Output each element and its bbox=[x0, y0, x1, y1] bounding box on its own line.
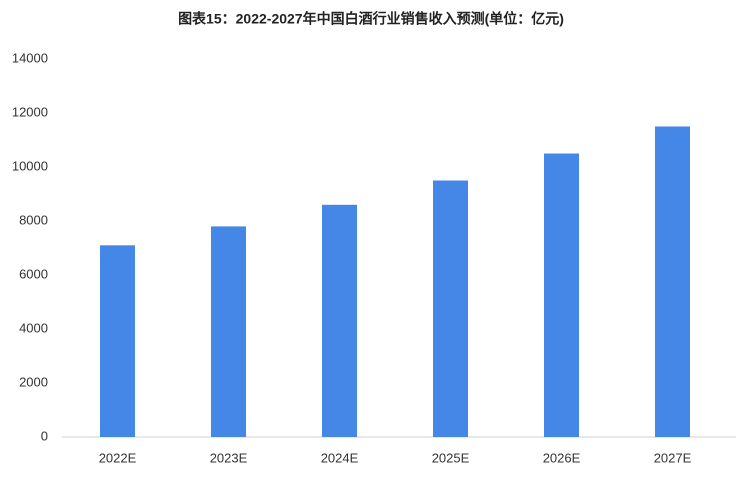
x-tick-label: 2022E bbox=[99, 450, 137, 465]
y-tick-label: 8000 bbox=[19, 212, 48, 227]
bar bbox=[655, 126, 690, 437]
x-tick-label: 2024E bbox=[321, 450, 359, 465]
x-tick-label: 2027E bbox=[654, 450, 692, 465]
y-tick-label: 0 bbox=[41, 428, 48, 443]
bar bbox=[211, 226, 246, 437]
bar bbox=[544, 153, 579, 437]
y-tick-label: 4000 bbox=[19, 320, 48, 335]
y-tick-label: 2000 bbox=[19, 374, 48, 389]
chart-title: 图表15：2022-2027年中国白酒行业销售收入预测(单位：亿元) bbox=[178, 11, 564, 27]
x-tick-label: 2025E bbox=[432, 450, 470, 465]
y-tick-label: 10000 bbox=[12, 158, 48, 173]
bar bbox=[433, 180, 468, 437]
x-tick-label: 2023E bbox=[210, 450, 248, 465]
x-tick-label: 2026E bbox=[543, 450, 581, 465]
bar bbox=[100, 245, 135, 437]
bar bbox=[322, 204, 357, 437]
y-tick-label: 14000 bbox=[12, 50, 48, 65]
y-tick-label: 12000 bbox=[12, 104, 48, 119]
y-tick-label: 6000 bbox=[19, 266, 48, 281]
